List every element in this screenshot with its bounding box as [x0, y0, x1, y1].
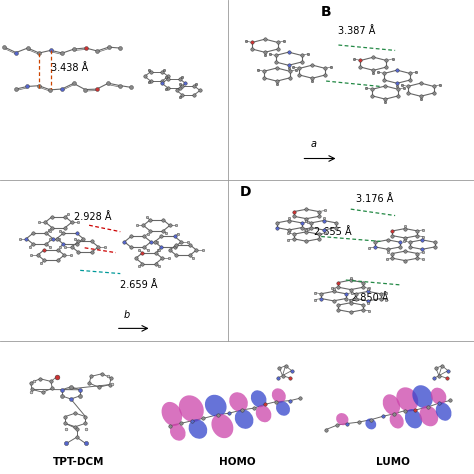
Ellipse shape [405, 409, 422, 428]
Ellipse shape [365, 419, 376, 429]
Ellipse shape [390, 413, 404, 428]
Ellipse shape [256, 405, 272, 422]
Ellipse shape [336, 413, 348, 425]
Text: 2.928 Å: 2.928 Å [73, 212, 111, 222]
Ellipse shape [436, 402, 452, 421]
Text: D: D [240, 185, 251, 199]
Ellipse shape [170, 424, 186, 441]
Text: HOMO: HOMO [219, 457, 255, 467]
Ellipse shape [211, 414, 233, 438]
Ellipse shape [276, 401, 290, 416]
Ellipse shape [189, 419, 207, 439]
Ellipse shape [431, 388, 447, 405]
Ellipse shape [412, 385, 433, 408]
Text: a: a [311, 139, 317, 149]
Text: 3.176 Å: 3.176 Å [356, 194, 393, 204]
Text: 2.659 Å: 2.659 Å [120, 280, 158, 290]
Ellipse shape [179, 395, 204, 422]
Ellipse shape [272, 388, 286, 403]
Text: 3.387 Å: 3.387 Å [338, 26, 376, 36]
Text: 3.438 Å: 3.438 Å [51, 64, 89, 73]
Ellipse shape [162, 402, 182, 426]
Ellipse shape [235, 410, 254, 429]
Ellipse shape [205, 395, 227, 417]
Text: 2.655 Å: 2.655 Å [314, 227, 351, 237]
Text: TPT-DCM: TPT-DCM [53, 457, 104, 467]
Ellipse shape [229, 392, 248, 412]
Text: LUMO: LUMO [376, 457, 410, 467]
Ellipse shape [383, 394, 400, 415]
Text: B: B [321, 5, 331, 19]
Text: b: b [124, 310, 130, 320]
Ellipse shape [251, 390, 266, 407]
Text: 2.850 Å: 2.850 Å [351, 293, 388, 303]
Ellipse shape [419, 406, 438, 426]
Ellipse shape [396, 387, 418, 411]
